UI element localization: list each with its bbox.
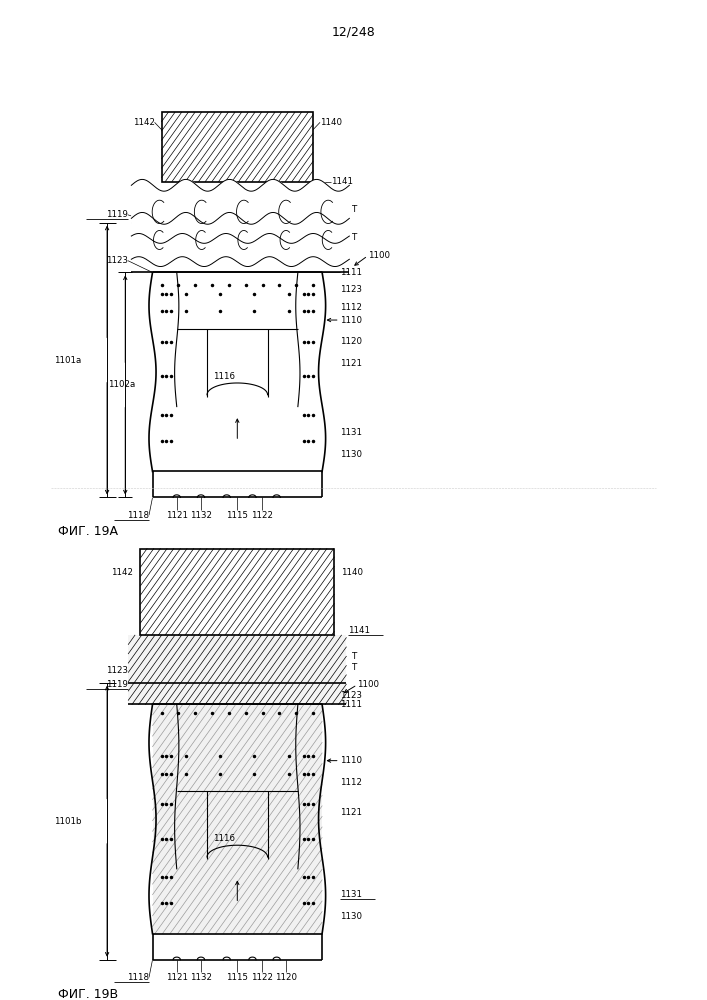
Text: 1123: 1123 bbox=[339, 691, 362, 700]
Text: 1112: 1112 bbox=[339, 303, 362, 312]
Text: 1131: 1131 bbox=[339, 428, 362, 437]
Text: ФИГ. 19А: ФИГ. 19А bbox=[58, 525, 118, 538]
Text: 1121: 1121 bbox=[339, 359, 362, 368]
Text: 1115: 1115 bbox=[226, 511, 248, 520]
Text: 1100: 1100 bbox=[368, 251, 390, 260]
Text: T: T bbox=[352, 663, 358, 672]
Text: 1102a: 1102a bbox=[107, 380, 135, 389]
Text: 1142: 1142 bbox=[112, 568, 134, 577]
Text: 1123: 1123 bbox=[106, 256, 128, 265]
Text: 1121: 1121 bbox=[165, 511, 188, 520]
Polygon shape bbox=[128, 635, 346, 704]
Text: 1119: 1119 bbox=[106, 680, 128, 689]
Text: 1120: 1120 bbox=[275, 973, 297, 982]
Text: 1141: 1141 bbox=[349, 626, 370, 635]
Text: 1115: 1115 bbox=[226, 973, 248, 982]
Text: 1140: 1140 bbox=[320, 118, 342, 127]
Text: 1111: 1111 bbox=[339, 268, 362, 277]
Text: 1118: 1118 bbox=[127, 511, 149, 520]
Text: 1111: 1111 bbox=[339, 700, 362, 709]
Text: 1112: 1112 bbox=[339, 778, 362, 787]
Text: 1141: 1141 bbox=[331, 177, 353, 186]
Text: 1120: 1120 bbox=[339, 337, 362, 346]
Text: T: T bbox=[352, 205, 358, 214]
Polygon shape bbox=[153, 704, 322, 934]
Text: 1116: 1116 bbox=[213, 834, 235, 843]
Text: 12/248: 12/248 bbox=[332, 26, 375, 39]
Text: 1118: 1118 bbox=[127, 973, 149, 982]
Text: 1132: 1132 bbox=[190, 973, 212, 982]
Text: 1121: 1121 bbox=[339, 808, 362, 817]
Text: 1101b: 1101b bbox=[54, 817, 82, 826]
Text: 1122: 1122 bbox=[250, 973, 272, 982]
Text: ФИГ. 19В: ФИГ. 19В bbox=[58, 988, 118, 1000]
Text: 1132: 1132 bbox=[190, 511, 212, 520]
Polygon shape bbox=[162, 112, 313, 182]
Text: 1123: 1123 bbox=[339, 285, 362, 294]
Text: 1131: 1131 bbox=[339, 890, 362, 899]
Text: 1119: 1119 bbox=[106, 210, 128, 219]
Text: 1140: 1140 bbox=[341, 568, 363, 577]
Text: 1123: 1123 bbox=[106, 666, 128, 675]
Text: 1130: 1130 bbox=[339, 450, 362, 459]
Text: 1100: 1100 bbox=[357, 680, 379, 689]
Text: 1142: 1142 bbox=[132, 118, 155, 127]
Polygon shape bbox=[141, 549, 334, 635]
Text: 1121: 1121 bbox=[165, 973, 188, 982]
Text: 1110: 1110 bbox=[339, 756, 362, 765]
Text: 1110: 1110 bbox=[339, 316, 362, 325]
Text: 1101a: 1101a bbox=[54, 356, 81, 365]
Text: T: T bbox=[352, 652, 358, 661]
Text: 1130: 1130 bbox=[339, 912, 362, 921]
Text: 1116: 1116 bbox=[213, 372, 235, 381]
Text: 1122: 1122 bbox=[250, 511, 272, 520]
Text: T: T bbox=[352, 233, 358, 242]
